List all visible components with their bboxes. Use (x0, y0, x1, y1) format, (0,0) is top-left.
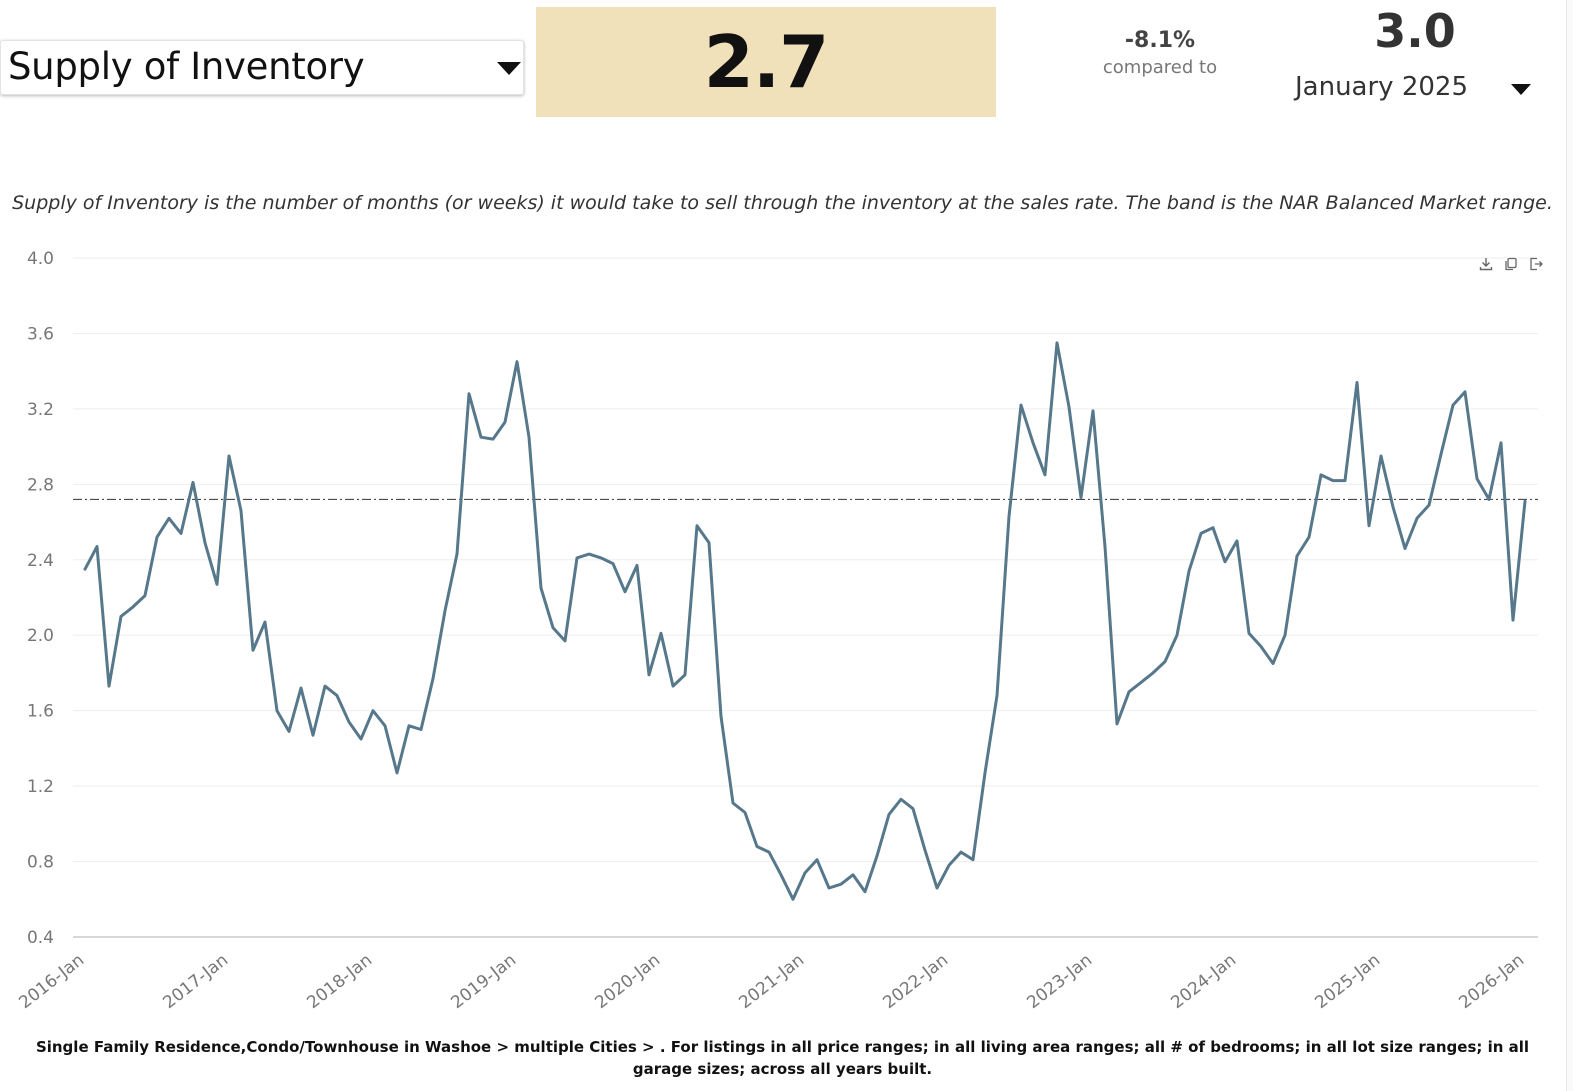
compared-to-label: compared to (1102, 57, 1218, 78)
caret-down-icon (1511, 84, 1531, 95)
y-tick-label: 2.0 (27, 626, 54, 646)
x-tick-label: 2018-Jan (303, 950, 376, 1013)
current-value: 2.7 (703, 20, 830, 104)
y-axis-ticks: 4.0 3.6 3.2 2.8 2.4 2.0 1.6 1.2 0.8 0.4 (27, 249, 54, 948)
x-tick-label: 2024-Jan (1167, 950, 1240, 1013)
change-summary: -8.1% compared to (1080, 28, 1240, 78)
grid-lines (73, 257, 1538, 938)
current-value-box: 2.7 (536, 7, 996, 117)
y-tick-label: 2.8 (27, 475, 54, 495)
change-percent: -8.1% (1124, 28, 1196, 53)
x-axis-ticks: 2016-Jan 2017-Jan 2018-Jan 2019-Jan 2020-Jan… (15, 950, 1528, 1013)
y-tick-label: 3.6 (27, 324, 54, 344)
metric-dropdown[interactable]: Supply of Inventory (0, 40, 524, 95)
x-tick-label: 2021-Jan (735, 950, 808, 1013)
y-tick-label: 1.6 (27, 702, 54, 722)
x-tick-label: 2019-Jan (447, 950, 520, 1013)
y-tick-label: 1.2 (27, 777, 54, 797)
compare-value: 3.0 (1374, 4, 1456, 58)
y-tick-label: 0.8 (27, 853, 54, 873)
y-tick-label: 4.0 (27, 249, 54, 269)
series-line[interactable] (83, 341, 1527, 901)
x-tick-label: 2022-Jan (879, 950, 952, 1013)
x-tick-label: 2023-Jan (1023, 950, 1096, 1013)
y-tick-label: 2.4 (27, 551, 54, 571)
scrollbar[interactable] (1566, 0, 1573, 1091)
copy-icon[interactable] (1503, 257, 1519, 273)
y-tick-label: 3.2 (27, 400, 54, 420)
compare-period-dropdown[interactable]: January 2025 (1290, 70, 1546, 112)
chart-toolbar (1478, 257, 1544, 273)
x-tick-label: 2016-Jan (15, 950, 88, 1013)
x-tick-label: 2017-Jan (159, 950, 232, 1013)
y-tick-label: 0.4 (27, 928, 54, 948)
series-line-layer (83, 341, 1527, 901)
x-tick-label: 2020-Jan (591, 950, 664, 1013)
x-tick-label: 2025-Jan (1311, 950, 1384, 1013)
compare-period-label: January 2025 (1295, 72, 1468, 102)
line-chart: 4.03.63.22.82.42.01.61.20.80.4 2016-Jan 2… (15, 249, 1538, 1013)
download-icon[interactable] (1478, 257, 1494, 273)
x-tick-label: 2026-Jan (1455, 950, 1528, 1013)
caret-down-icon (497, 62, 521, 75)
metric-dropdown-label: Supply of Inventory (8, 45, 365, 88)
export-icon[interactable] (1528, 257, 1544, 273)
chart-footnote: Single Family Residence,Condo/Townhouse … (35, 1038, 1530, 1078)
chart-description: Supply of Inventory is the number of mon… (12, 192, 1553, 214)
